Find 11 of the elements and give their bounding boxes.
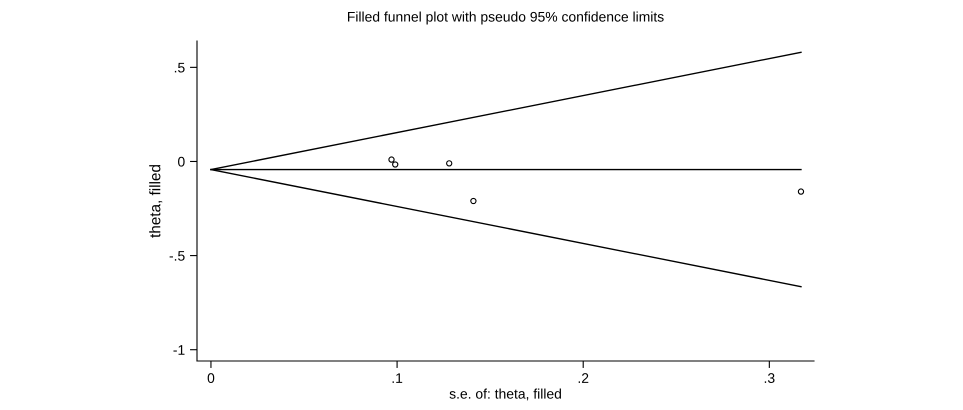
y-tick-label: -1 xyxy=(173,345,185,355)
x-axis-title: s.e. of: theta, filled xyxy=(450,388,561,400)
y-tick-label: .5 xyxy=(174,62,185,73)
x-tick-label: .1 xyxy=(392,373,402,383)
y-tick-label: -.5 xyxy=(170,251,185,261)
x-tick-label: .2 xyxy=(578,373,588,383)
chart-title: Filled funnel plot with pseudo 95% confidence limits xyxy=(348,11,664,24)
y-tick-label: 0 xyxy=(178,156,185,167)
x-tick-label: .3 xyxy=(764,373,775,384)
y-axis-title: theta, filled xyxy=(149,165,162,238)
x-tick-label: 0 xyxy=(208,373,214,384)
